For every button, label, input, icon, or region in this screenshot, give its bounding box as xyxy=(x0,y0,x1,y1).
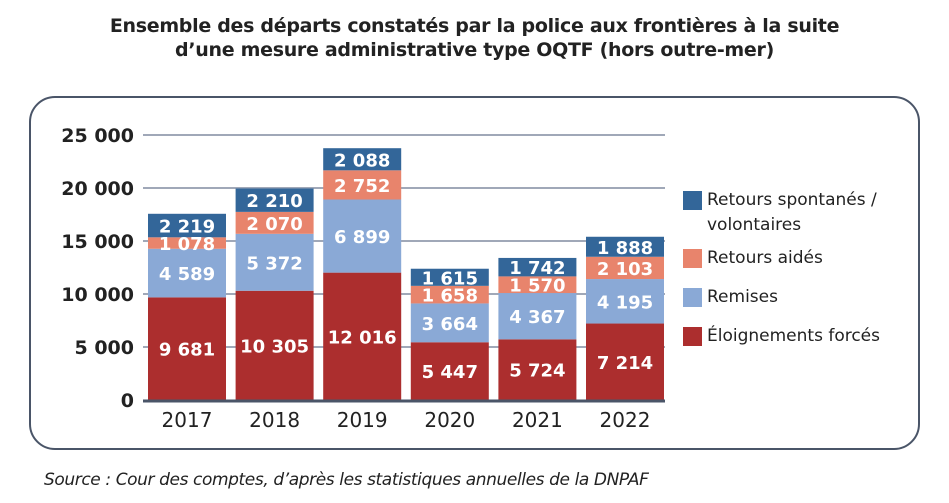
bar-segment xyxy=(498,276,577,294)
chart-frame xyxy=(29,96,920,450)
data-label: 1 658 xyxy=(422,286,478,307)
gridlines xyxy=(143,134,665,348)
data-label: 1 888 xyxy=(597,238,653,259)
data-label: 4 195 xyxy=(597,292,653,313)
data-label: 9 681 xyxy=(159,340,215,361)
legend-label: Retours aidés xyxy=(707,248,823,268)
bar-segment xyxy=(148,213,226,238)
x-tick-label: 2020 xyxy=(424,408,475,432)
data-label: 2 103 xyxy=(597,259,653,280)
data-label: 12 016 xyxy=(328,327,397,348)
data-label: 2 088 xyxy=(334,150,390,171)
bar-segment xyxy=(148,237,226,249)
bar-segment xyxy=(235,233,314,291)
data-label: 1 570 xyxy=(509,276,565,297)
data-label: 6 899 xyxy=(334,227,390,248)
chart-title-line-2: d’une mesure administrative type OQTF (h… xyxy=(175,39,774,61)
bar-segment xyxy=(235,290,314,400)
data-label: 4 589 xyxy=(159,264,215,285)
bar-segment xyxy=(586,279,664,324)
legend-label: Remises xyxy=(707,287,778,307)
bar-segment xyxy=(235,211,314,234)
y-tick-label: 10 000 xyxy=(61,284,134,306)
x-tick-label: 2017 xyxy=(162,408,213,432)
bar-segment xyxy=(586,323,664,400)
data-label: 5 447 xyxy=(422,362,478,383)
bar-segment xyxy=(410,342,489,400)
chart-title-line-1: Ensemble des départs constatés par la po… xyxy=(109,15,840,37)
y-tick-label: 5 000 xyxy=(75,337,135,359)
legend-swatch-eloignements-forces xyxy=(683,327,702,346)
data-label: 5 724 xyxy=(509,361,565,382)
legend-swatch-remises xyxy=(683,288,702,307)
x-tick-label: 2019 xyxy=(337,408,388,432)
data-label: 1 742 xyxy=(509,258,565,279)
data-label: 1 615 xyxy=(422,268,478,289)
x-tick-label: 2022 xyxy=(600,408,651,432)
x-axis-tick-labels: 2017 2018 2019 2020 2021 2022 xyxy=(162,408,651,432)
bar-segment xyxy=(148,297,226,400)
bar-segment xyxy=(498,339,577,400)
source-note: Source : Cour des comptes, d’après les s… xyxy=(44,470,649,490)
x-tick-label: 2018 xyxy=(249,408,300,432)
legend-label: Retours spontanés / volontaires xyxy=(707,190,877,235)
data-label: 3 664 xyxy=(422,314,478,335)
data-label: 2 752 xyxy=(334,176,390,197)
legend-swatch-retours-aides xyxy=(683,249,702,268)
x-tick-label: 2021 xyxy=(512,408,563,432)
data-label: 5 372 xyxy=(246,253,302,274)
y-tick-label: 0 xyxy=(121,390,134,412)
chart-title: Ensemble des départs constatés par la po… xyxy=(0,14,949,62)
legend-item-remises: Remises xyxy=(683,285,927,310)
legend-item-retours-aides: Retours aidés xyxy=(683,246,927,271)
legend-swatch-retours-spontanes xyxy=(683,191,702,210)
bar-segment xyxy=(410,303,489,343)
data-label: 1 078 xyxy=(159,234,215,255)
y-tick-label: 15 000 xyxy=(61,231,134,253)
data-label: 2 210 xyxy=(246,191,302,212)
data-label: 7 214 xyxy=(597,353,653,374)
bar-segment xyxy=(323,199,402,273)
data-label: 4 367 xyxy=(509,307,565,328)
bar-segment xyxy=(498,257,577,277)
bar-segment xyxy=(586,236,664,257)
bar-segment xyxy=(410,285,489,304)
bar-segment xyxy=(410,268,489,286)
bar-segment xyxy=(235,188,314,212)
legend-item-eloignements-forces: Éloignements forcés xyxy=(683,324,927,349)
y-tick-label: 20 000 xyxy=(61,178,134,200)
data-label: 10 305 xyxy=(240,336,309,357)
bar-segment xyxy=(148,248,226,298)
y-tick-label: 25 000 xyxy=(61,125,134,147)
bar-segment xyxy=(498,293,577,340)
data-label: 2 070 xyxy=(246,214,302,235)
bar-segment xyxy=(586,256,664,280)
data-label: 2 219 xyxy=(159,217,215,238)
bar-segment xyxy=(323,272,402,400)
bar-segment xyxy=(323,170,402,200)
legend-item-retours-spontanes: Retours spontanés / volontaires xyxy=(683,188,927,238)
bars xyxy=(148,148,664,400)
y-axis-tick-labels: 0 5 000 10 000 15 000 20 000 25 000 xyxy=(61,125,134,412)
legend-label: Éloignements forcés xyxy=(707,326,880,346)
bar-segment xyxy=(323,148,402,171)
